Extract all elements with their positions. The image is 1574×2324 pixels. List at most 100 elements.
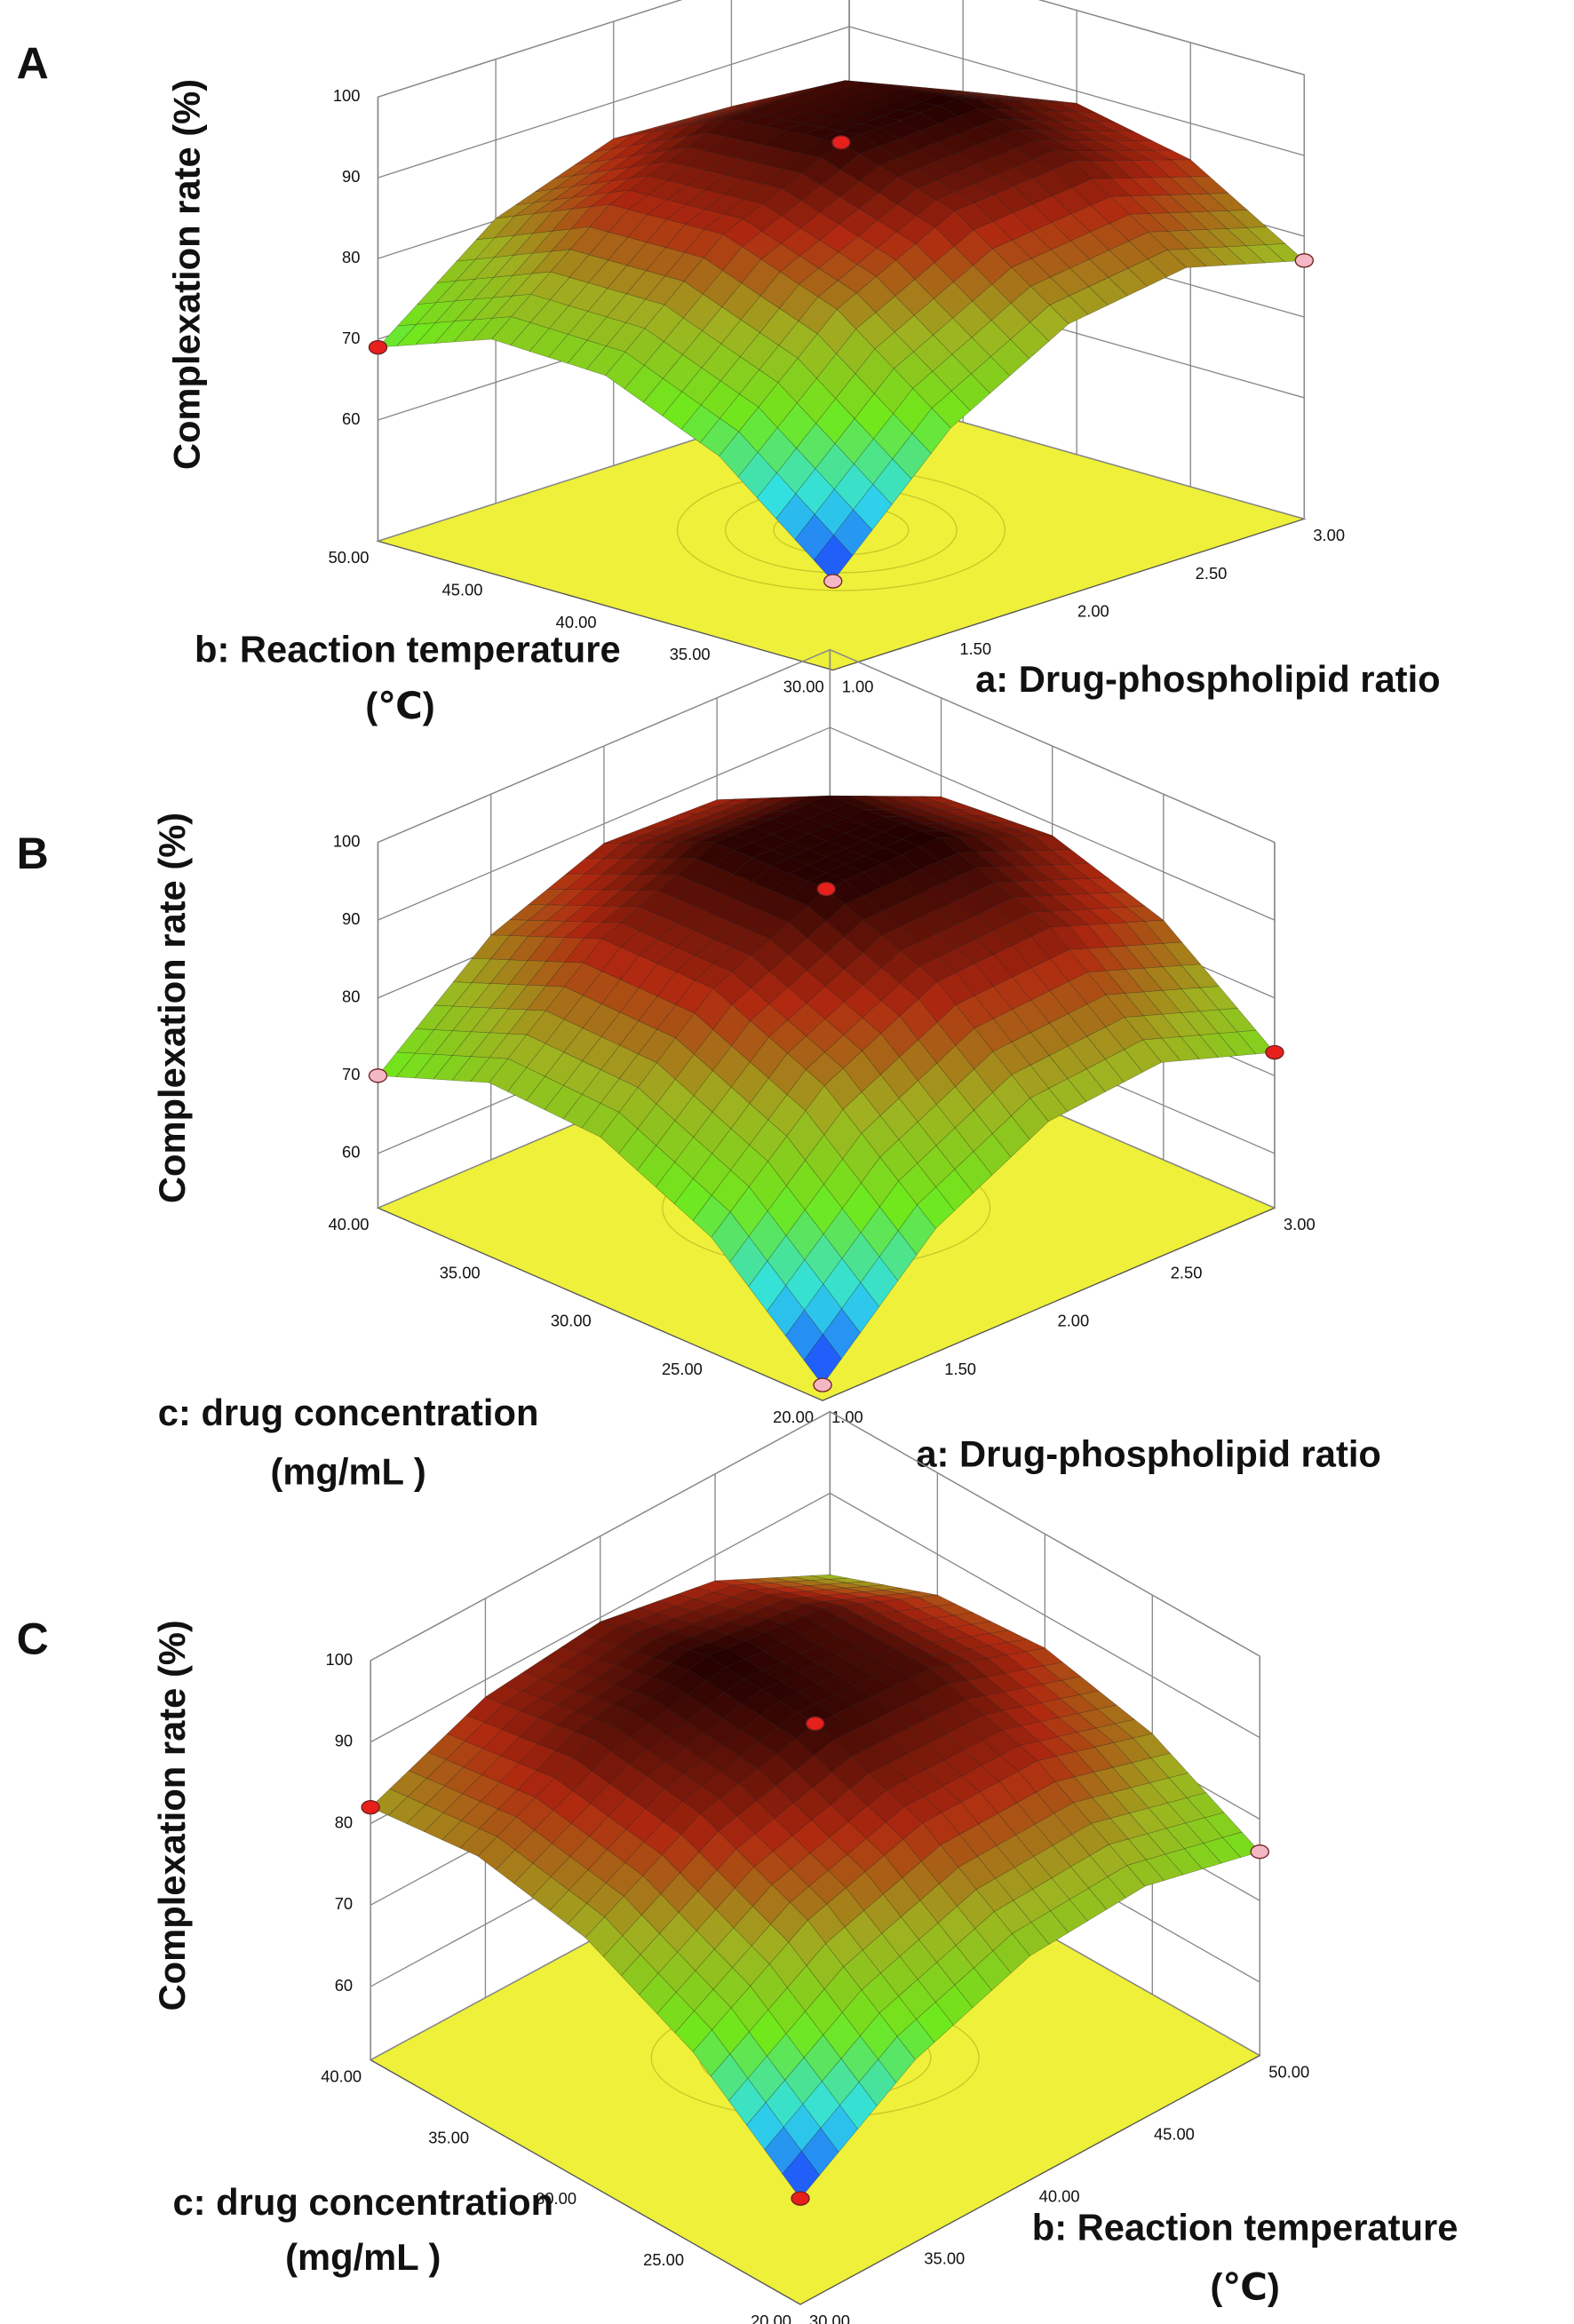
surface-patch <box>805 96 845 107</box>
surface-patch <box>395 1052 434 1079</box>
surface-patch <box>1069 258 1109 288</box>
panel-label: A <box>17 39 49 89</box>
surface-patch <box>912 370 952 409</box>
surface-patch <box>1203 1836 1242 1864</box>
design-point <box>823 574 843 589</box>
surface-patch <box>918 908 958 933</box>
surface-patch <box>749 1161 787 1212</box>
design-point <box>361 1799 380 1815</box>
surface-patch <box>642 1854 680 1895</box>
surface-patch <box>767 1285 805 1336</box>
surface-patch <box>940 92 980 98</box>
surface-patch <box>955 1027 994 1070</box>
surface-patch <box>557 1691 596 1712</box>
x-axis-title: a: Drug-phospholipid ratio <box>916 1433 1381 1475</box>
surface-patch <box>1067 1068 1106 1102</box>
surface-patch <box>618 1607 657 1621</box>
surface-patch <box>796 423 836 470</box>
surface-patch <box>784 102 825 114</box>
surface-patch <box>857 219 897 249</box>
surface-patch <box>767 1136 806 1186</box>
surface-patch <box>751 938 789 972</box>
surface-patch <box>1143 943 1182 968</box>
surface-patch <box>893 388 933 434</box>
surface-patch <box>863 910 902 936</box>
surface-patch <box>843 92 883 104</box>
surface-patch <box>1105 1049 1143 1083</box>
surface-patch <box>993 977 1032 1011</box>
surface-patch <box>1050 267 1090 297</box>
surface-patch <box>974 1051 1013 1093</box>
surface-patch <box>584 1916 624 1957</box>
surface-patch <box>1049 980 1088 1014</box>
surface-patch <box>638 1600 677 1614</box>
surface-patch <box>841 113 882 124</box>
surface-patch <box>697 805 735 814</box>
surface-patch <box>860 1256 899 1308</box>
surface-patch <box>742 203 783 232</box>
surface-patch <box>842 1091 881 1134</box>
surface-patch <box>847 802 885 811</box>
surface-patch <box>1107 1865 1146 1899</box>
surface-patch <box>878 139 919 158</box>
surface-patch <box>507 1034 546 1068</box>
surface-patch <box>567 1903 606 1939</box>
x-tick-label: 1.50 <box>959 639 991 658</box>
surface-patch <box>768 89 807 100</box>
surface-patch <box>916 179 957 200</box>
surface-patch <box>847 796 885 804</box>
z-tick-label: 100 <box>326 1650 354 1669</box>
surface-patch <box>1074 139 1113 151</box>
y-axis-title: c: drug concentration <box>172 2181 553 2223</box>
design-point <box>1294 253 1315 268</box>
surface-patch <box>770 841 809 858</box>
surface-patch <box>786 1068 825 1112</box>
surface-patch <box>1086 971 1125 995</box>
surface-patch <box>824 89 864 100</box>
surface-patch <box>862 967 901 1002</box>
surface-patch <box>779 283 819 321</box>
surface-patch <box>820 169 860 197</box>
surface-patch <box>917 1186 955 1229</box>
surface-patch <box>1032 835 1072 851</box>
surface-patch <box>788 937 826 972</box>
y-tick-label: 20.00 <box>773 1408 814 1426</box>
surface-patch <box>730 1144 768 1187</box>
surface-patch <box>918 1021 957 1064</box>
surface-patch <box>645 1788 683 1822</box>
surface-patch <box>732 930 771 956</box>
surface-patch <box>702 1744 741 1773</box>
surface-patch <box>882 838 921 855</box>
surface-patch <box>953 229 994 266</box>
surface-patch <box>884 802 922 811</box>
surface-patch <box>501 1710 540 1738</box>
surface-patch <box>936 1945 974 1986</box>
surface-patch <box>601 947 640 980</box>
surface-patch <box>971 320 1011 357</box>
surface-patch <box>785 1309 823 1361</box>
surface-patch <box>694 1988 732 2031</box>
surface-patch <box>799 211 840 241</box>
surface-patch <box>1010 286 1051 323</box>
surface-patch <box>806 80 846 91</box>
z-tick-label: 90 <box>335 1732 353 1750</box>
surface-patch <box>612 1690 651 1712</box>
surface-patch <box>797 1702 835 1725</box>
surface-patch <box>974 954 1014 988</box>
surface-patch <box>545 921 585 938</box>
surface-patch <box>994 881 1033 898</box>
surface-patch <box>913 298 954 336</box>
surface-patch <box>918 123 958 143</box>
surface-patch <box>531 1876 569 1911</box>
surface-patch <box>814 488 854 535</box>
surface-patch <box>897 1204 936 1256</box>
surface-patch <box>861 1074 900 1116</box>
surface-patch <box>814 535 854 582</box>
surface-patch <box>734 819 772 828</box>
surface-patch <box>878 1230 918 1281</box>
surface-patch <box>748 1260 786 1312</box>
surface-patch <box>604 1896 642 1937</box>
surface-patch <box>883 816 922 824</box>
surface-patch <box>859 146 900 166</box>
surface-patch <box>1180 964 1220 988</box>
